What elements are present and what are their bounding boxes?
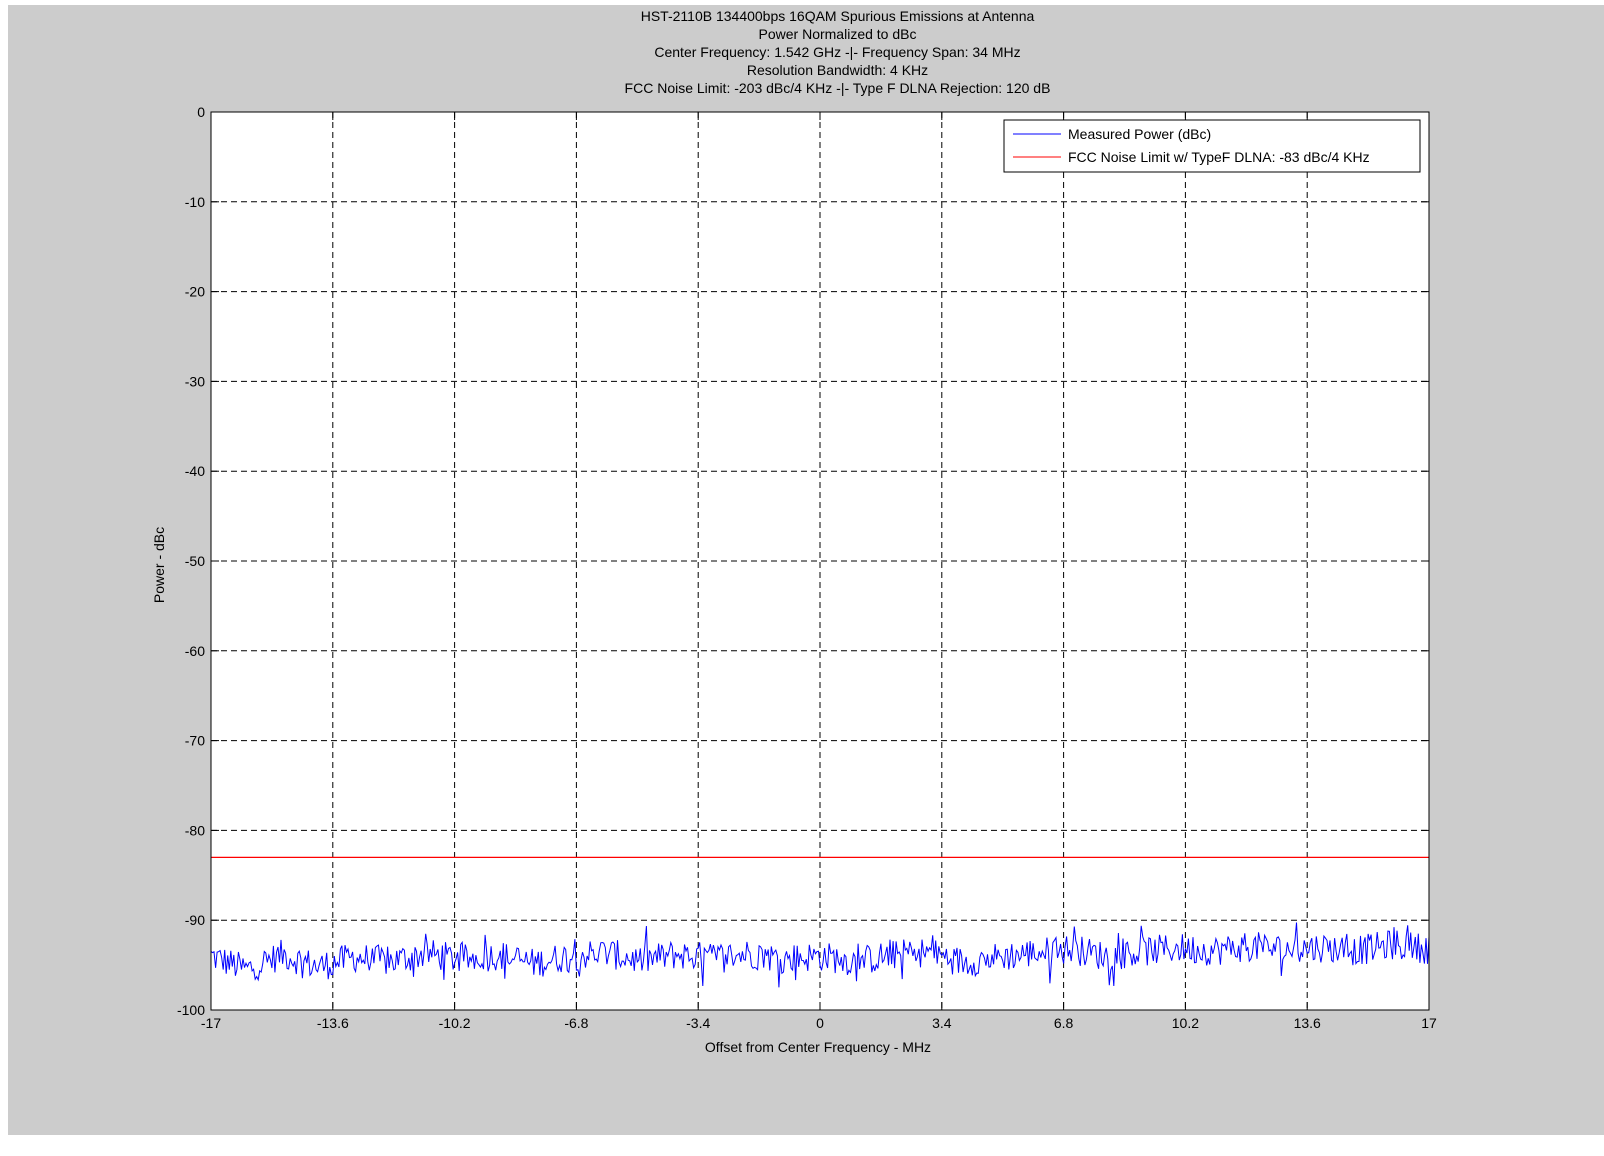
x-tick-label: -6.8 [564, 1015, 588, 1031]
y-tick-label: 0 [197, 104, 205, 120]
y-tick-label: -60 [185, 643, 205, 659]
x-tick-label: -3.4 [686, 1015, 710, 1031]
title-line-4: Resolution Bandwidth: 4 KHz [746, 62, 929, 78]
x-tick-label: 13.6 [1294, 1015, 1321, 1031]
y-tick-label: -50 [185, 553, 205, 569]
grid [211, 112, 1429, 1010]
x-tick-label: 17 [1421, 1015, 1437, 1031]
y-tick-label: -90 [185, 912, 205, 928]
y-tick-label: -40 [185, 463, 205, 479]
x-tick-label: 10.2 [1172, 1015, 1199, 1031]
x-tick-label: -13.6 [317, 1015, 349, 1031]
ticks: -17 -13.6 -10.2 -6.8 -3.4 0 3.4 6.8 10.2 13.6 17 0 -… [177, 104, 1437, 1031]
y-tick-label: -10 [185, 194, 205, 210]
x-tick-label: 6.8 [1054, 1015, 1074, 1031]
legend: Measured Power (dBc) FCC Noise Limit w/ … [1003, 119, 1421, 173]
legend-label-measured: Measured Power (dBc) [1068, 126, 1211, 142]
chart-title: HST-2110B 134400bps 16QAM Spurious Emiss… [8, 7, 1604, 97]
y-tick-label: -100 [177, 1002, 205, 1018]
y-axis-label: Power - dBc [151, 527, 167, 603]
x-tick-label: -10.2 [439, 1015, 471, 1031]
title-line-3: Center Frequency: 1.542 GHz -|- Frequenc… [654, 44, 1021, 60]
y-tick-label: -20 [185, 284, 205, 300]
y-tick-label: -30 [185, 373, 205, 389]
x-axis-label: Offset from Center Frequency - MHz [705, 1039, 931, 1055]
series-layer [210, 856, 1430, 988]
x-tick-label: -17 [201, 1015, 221, 1031]
x-tick-label: 3.4 [932, 1015, 952, 1031]
x-tick-label: 0 [816, 1015, 824, 1031]
legend-box [1003, 119, 1421, 173]
y-tick-label: -70 [185, 733, 205, 749]
title-line-5: FCC Noise Limit: -203 dBc/4 KHz -|- Type… [624, 80, 1051, 96]
series-measured-power-line [210, 922, 1430, 988]
legend-label-fcc-limit: FCC Noise Limit w/ TypeF DLNA: -83 dBc/4… [1068, 149, 1370, 165]
title-line-2: Power Normalized to dBc [758, 26, 917, 42]
y-tick-label: -80 [185, 822, 205, 838]
title-line-1: HST-2110B 134400bps 16QAM Spurious Emiss… [640, 8, 1035, 24]
